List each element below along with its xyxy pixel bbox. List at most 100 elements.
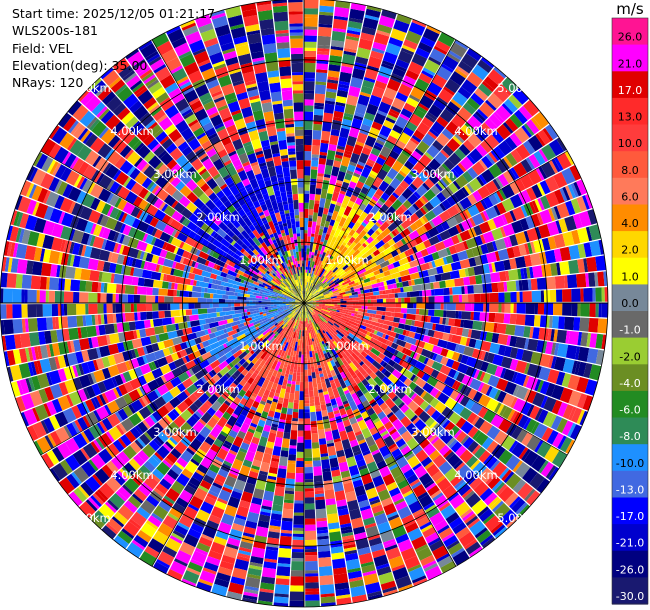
velocity-gate: [311, 154, 319, 158]
velocity-gate: [443, 325, 452, 334]
velocity-gate: [219, 560, 234, 571]
velocity-gate: [306, 299, 313, 302]
velocity-gate: [378, 347, 386, 354]
velocity-gate: [345, 269, 353, 275]
velocity-gate: [317, 329, 321, 333]
velocity-gate: [488, 163, 503, 178]
velocity-gate: [383, 270, 391, 277]
velocity-gate: [315, 81, 327, 86]
velocity-gate: [541, 144, 557, 161]
velocity-gate: [489, 342, 501, 355]
velocity-gate: [589, 364, 602, 381]
velocity-gate: [299, 314, 302, 321]
velocity-gate: [426, 244, 438, 255]
velocity-gate: [382, 242, 391, 250]
velocity-gate: [346, 258, 356, 267]
velocity-gate: [445, 101, 461, 116]
velocity-gate: [339, 270, 346, 276]
velocity-gate: [518, 244, 527, 256]
velocity-gate: [279, 359, 286, 370]
velocity-gate: [465, 248, 475, 259]
velocity-gate: [311, 221, 317, 231]
velocity-gate: [306, 254, 309, 258]
velocity-gate: [502, 122, 514, 134]
velocity-gate: [246, 408, 256, 420]
velocity-gate: [514, 178, 526, 192]
velocity-gate: [296, 307, 301, 313]
velocity-gate: [231, 412, 239, 419]
velocity-gate: [451, 547, 465, 558]
velocity-gate: [348, 181, 357, 189]
velocity-gate: [328, 287, 335, 292]
velocity-gate: [288, 336, 291, 340]
velocity-gate: [586, 332, 592, 347]
velocity-gate: [357, 419, 368, 431]
velocity-gate: [472, 190, 483, 202]
velocity-gate: [482, 231, 495, 244]
velocity-gate: [343, 236, 351, 244]
velocity-gate: [441, 128, 454, 140]
velocity-gate: [368, 443, 379, 453]
velocity-gate: [277, 557, 291, 565]
velocity-gate: [389, 267, 400, 275]
velocity-gate: [329, 457, 339, 468]
velocity-gate: [271, 338, 278, 345]
velocity-gate: [85, 315, 93, 326]
velocity-gate: [440, 348, 449, 357]
velocity-gate: [253, 379, 259, 385]
velocity-gate: [365, 418, 376, 430]
velocity-gate: [301, 312, 303, 319]
velocity-gate: [29, 332, 40, 347]
velocity-gate: [247, 288, 252, 292]
velocity-gate: [413, 577, 428, 587]
velocity-gate: [471, 444, 482, 455]
velocity-gate: [298, 311, 302, 318]
velocity-gate: [507, 409, 516, 421]
velocity-gate: [285, 348, 289, 353]
velocity-gate: [437, 477, 452, 492]
velocity-gate: [479, 508, 494, 522]
velocity-gate: [304, 41, 317, 48]
velocity-gate: [384, 199, 394, 208]
velocity-gate: [434, 288, 444, 296]
velocity-gate: [359, 361, 365, 366]
velocity-gate: [553, 171, 568, 189]
velocity-gate: [392, 322, 400, 328]
velocity-gate: [172, 530, 186, 539]
velocity-gate: [300, 330, 303, 334]
velocity-gate: [286, 472, 296, 480]
velocity-gate: [290, 585, 304, 592]
velocity-gate: [327, 308, 337, 312]
velocity-gate: [355, 180, 365, 189]
velocity-gate: [396, 282, 400, 288]
velocity-gate: [228, 449, 238, 456]
velocity-gate: [346, 262, 356, 271]
velocity-gate: [481, 437, 494, 450]
velocity-gate: [356, 132, 368, 144]
velocity-gate: [319, 197, 326, 208]
velocity-gate: [446, 437, 456, 447]
velocity-gate: [307, 260, 311, 270]
velocity-gate: [308, 215, 313, 219]
velocity-gate: [325, 304, 335, 307]
velocity-gate: [272, 504, 283, 512]
velocity-gate: [322, 471, 333, 482]
velocity-gate: [480, 383, 491, 395]
velocity-gate: [218, 303, 229, 308]
velocity-gate: [481, 169, 495, 183]
velocity-gate: [436, 116, 449, 128]
velocity-gate: [313, 337, 319, 347]
velocity-gate: [383, 589, 398, 597]
velocity-gate: [215, 456, 224, 463]
velocity-gate: [351, 352, 360, 362]
velocity-gate: [491, 227, 504, 241]
velocity-gate: [370, 147, 381, 157]
velocity-gate: [562, 358, 575, 374]
velocity-gate: [406, 291, 411, 298]
velocity-gate: [330, 359, 336, 367]
velocity-gate: [317, 45, 330, 49]
velocity-gate: [551, 384, 565, 400]
velocity-gate: [292, 539, 304, 550]
velocity-gate: [293, 524, 304, 528]
velocity-gate: [443, 303, 447, 310]
